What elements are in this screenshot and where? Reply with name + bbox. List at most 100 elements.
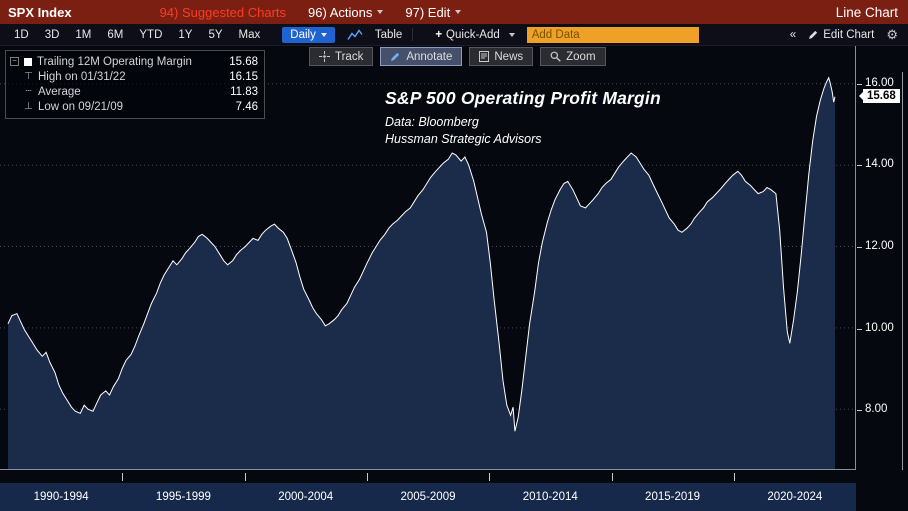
legend-row-series[interactable]: − Trailing 12M Operating Margin 15.68 bbox=[10, 54, 258, 69]
toolbar-divider bbox=[412, 28, 414, 41]
x-axis-label: 1995-1999 bbox=[155, 491, 211, 503]
y-axis-label: 12.00 bbox=[865, 240, 894, 252]
range-tab-3d[interactable]: 3D bbox=[44, 28, 60, 41]
menu-suggested-charts[interactable]: 94) Suggested Charts bbox=[159, 4, 287, 20]
track-label: Track bbox=[335, 50, 364, 63]
settings-gear-icon[interactable]: ⚙ bbox=[886, 26, 898, 42]
news-button[interactable]: News bbox=[469, 47, 534, 66]
menu-edit-label: 97) Edit bbox=[405, 4, 451, 20]
x-tick bbox=[367, 473, 368, 481]
low-label: Low on 09/21/09 bbox=[38, 100, 124, 113]
low-marker-icon: ⊥ bbox=[24, 101, 33, 112]
add-data-input[interactable] bbox=[526, 26, 699, 43]
scrollbar-line[interactable] bbox=[902, 72, 903, 470]
y-tick bbox=[857, 329, 862, 330]
chevron-down-icon bbox=[508, 32, 515, 37]
legend-row-average: ┄ Average 11.83 bbox=[10, 84, 258, 99]
security-ticker[interactable]: SPX Index bbox=[8, 4, 72, 20]
high-label: High on 01/31/22 bbox=[38, 70, 126, 83]
collapse-panel-button[interactable]: « bbox=[789, 28, 797, 41]
range-tab-ytd[interactable]: YTD bbox=[139, 28, 163, 41]
pencil-icon bbox=[391, 52, 400, 61]
y-axis-label: 14.00 bbox=[865, 158, 894, 170]
high-value: 16.15 bbox=[229, 70, 258, 83]
last-value-badge: 15.68 bbox=[859, 89, 900, 103]
legend-collapse-icon[interactable]: − bbox=[10, 57, 19, 66]
x-tick bbox=[122, 473, 123, 481]
period-dropdown-label: Daily bbox=[290, 28, 316, 41]
x-axis-label: 2005-2009 bbox=[400, 491, 456, 503]
chart-legend: − Trailing 12M Operating Margin 15.68 ⊤ … bbox=[5, 50, 265, 119]
chart-tools: Track Annotate News Zoom bbox=[309, 47, 606, 66]
zoom-button[interactable]: Zoom bbox=[540, 47, 606, 66]
y-tick bbox=[857, 84, 862, 85]
average-value: 11.83 bbox=[230, 85, 258, 98]
y-axis-label: 16.00 bbox=[865, 77, 894, 89]
menu-actions-label: 96) Actions bbox=[308, 4, 373, 20]
edit-chart-label: Edit Chart bbox=[823, 28, 875, 41]
annotation-source-1: Data: Bloomberg bbox=[385, 115, 479, 129]
y-tick bbox=[857, 165, 862, 166]
x-tick bbox=[734, 473, 735, 481]
annotate-button[interactable]: Annotate bbox=[380, 47, 463, 66]
series-swatch-icon bbox=[24, 57, 32, 66]
news-icon bbox=[479, 51, 490, 62]
y-axis: 16.00 14.00 12.00 10.00 8.00 15.68 bbox=[856, 46, 908, 483]
x-axis-label: 2010-2014 bbox=[522, 491, 578, 503]
period-dropdown[interactable]: Daily bbox=[282, 26, 335, 43]
series-label: Trailing 12M Operating Margin bbox=[37, 55, 192, 68]
annotation-title: S&P 500 Operating Profit Margin bbox=[385, 88, 661, 108]
x-axis-label: 2020-2024 bbox=[767, 491, 823, 503]
range-tab-1y[interactable]: 1Y bbox=[178, 28, 193, 41]
x-tick bbox=[612, 473, 613, 481]
range-tab-max[interactable]: Max bbox=[238, 28, 261, 41]
x-tick bbox=[245, 473, 246, 481]
average-marker-icon: ┄ bbox=[25, 86, 32, 97]
chart-plot[interactable] bbox=[0, 46, 856, 470]
range-tab-5y[interactable]: 5Y bbox=[208, 28, 223, 41]
menu-actions[interactable]: 96) Actions bbox=[308, 4, 384, 20]
legend-row-low: ⊥ Low on 09/21/09 7.46 bbox=[10, 99, 258, 114]
x-axis-ticks bbox=[0, 470, 856, 483]
window-title: Line Chart bbox=[835, 4, 898, 20]
table-button[interactable]: Table bbox=[374, 28, 403, 41]
quick-add-button[interactable]: + Quick-Add bbox=[435, 28, 515, 41]
chevron-down-icon bbox=[320, 32, 327, 37]
top-menu-bar: SPX Index 94) Suggested Charts 96) Actio… bbox=[0, 0, 908, 24]
chevron-down-icon bbox=[455, 10, 462, 14]
x-axis-labels: 1990-1994 1995-1999 2000-2004 2005-2009 … bbox=[0, 483, 856, 511]
range-tab-6m[interactable]: 6M bbox=[107, 28, 124, 41]
annotate-label: Annotate bbox=[406, 50, 453, 63]
chart-type-icon[interactable] bbox=[347, 28, 363, 41]
menu-edit[interactable]: 97) Edit bbox=[405, 4, 462, 20]
low-value: 7.46 bbox=[235, 100, 258, 113]
magnifier-icon bbox=[550, 51, 561, 62]
news-label: News bbox=[494, 50, 524, 63]
zoom-label: Zoom bbox=[566, 50, 596, 63]
legend-row-high: ⊤ High on 01/31/22 16.15 bbox=[10, 69, 258, 84]
y-tick bbox=[857, 410, 862, 411]
quick-add-label: Quick-Add bbox=[446, 28, 500, 41]
high-marker-icon: ⊤ bbox=[24, 71, 33, 82]
crosshair-icon bbox=[319, 51, 330, 62]
x-axis-label: 2015-2019 bbox=[645, 491, 701, 503]
chart-annotation: S&P 500 Operating Profit Margin Data: Bl… bbox=[385, 88, 661, 148]
average-label: Average bbox=[38, 85, 81, 98]
plus-icon: + bbox=[435, 28, 443, 41]
x-axis-label: 1990-1994 bbox=[33, 491, 89, 503]
series-value: 15.68 bbox=[229, 55, 258, 68]
chevron-down-icon bbox=[377, 10, 384, 14]
range-tab-1d[interactable]: 1D bbox=[14, 28, 29, 41]
pencil-icon bbox=[809, 30, 818, 39]
track-button[interactable]: Track bbox=[309, 47, 374, 66]
y-axis-label: 10.00 bbox=[865, 322, 894, 334]
range-tab-1m[interactable]: 1M bbox=[75, 28, 92, 41]
y-tick bbox=[857, 247, 862, 248]
chart-region: Track Annotate News Zoom − Trailing 12M … bbox=[0, 46, 908, 511]
x-tick bbox=[489, 473, 490, 481]
x-axis-label: 2000-2004 bbox=[278, 491, 334, 503]
edit-chart-button[interactable]: Edit Chart bbox=[808, 29, 874, 41]
annotation-source-2: Hussman Strategic Advisors bbox=[385, 132, 542, 146]
y-axis-label: 8.00 bbox=[865, 403, 888, 415]
